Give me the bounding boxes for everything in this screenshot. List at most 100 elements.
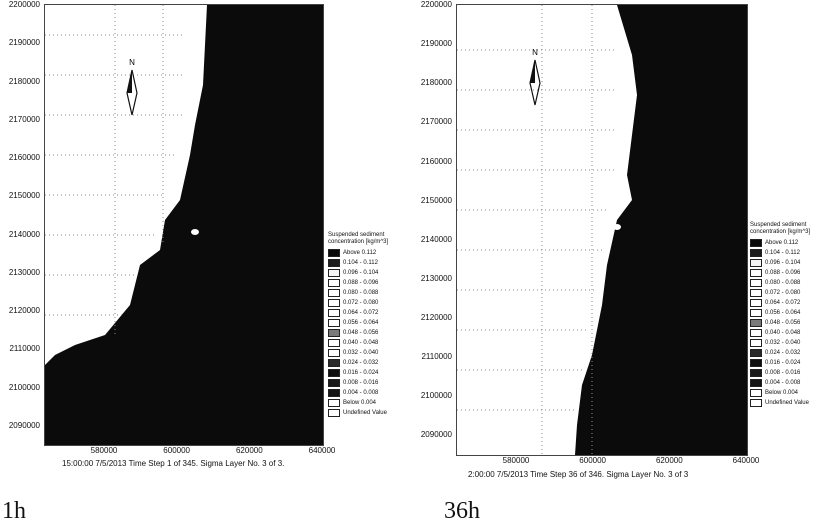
legend-label: 0.096 - 0.104 [765,260,801,266]
legend-item: 0.040 - 0.048 [328,338,398,348]
legend-swatch [750,349,762,357]
footer-text-left: 15:00:00 7/5/2013 Time Step 1 of 345. Si… [62,459,285,468]
legend-swatch [750,329,762,337]
legend-item: 0.056 - 0.064 [328,318,398,328]
time-label-left: 1h [2,498,26,524]
legend-swatch [328,289,340,297]
legend-swatch [328,359,340,367]
legend-item: 0.096 - 0.104 [750,258,820,268]
legend-item: Undefined Value [750,398,820,408]
x-tick-label: 580000 [502,456,530,465]
legend-swatch [750,369,762,377]
legend-item: 0.104 - 0.112 [328,258,398,268]
y-tick-label: 2100000 [8,382,40,392]
legend-swatch [750,319,762,327]
legend-label: Undefined Value [343,410,387,416]
legend-swatch [750,389,762,397]
x-tick-label: 640000 [308,446,336,455]
legend-item: Above 0.112 [750,238,820,248]
legend-label: 0.040 - 0.048 [765,330,801,336]
legend-item: 0.032 - 0.040 [328,348,398,358]
legend-item: 0.072 - 0.080 [328,298,398,308]
legend-item: 0.064 - 0.072 [750,298,820,308]
legend-item: 0.008 - 0.016 [328,378,398,388]
legend-swatch [328,309,340,317]
legend-label: 0.024 - 0.032 [343,360,379,366]
legend-swatch [328,329,340,337]
legend-item: 0.048 - 0.056 [750,318,820,328]
grid-lines-left [45,5,185,335]
legend-label: 0.004 - 0.008 [765,380,801,386]
legend-item: 0.064 - 0.072 [328,308,398,318]
y-tick-label: 2130000 [8,267,40,277]
legend-swatch [750,379,762,387]
legend-label: Below 0.004 [343,400,377,406]
legend-swatch [328,399,340,407]
map-frame-right: N [456,4,748,456]
legend-item: 0.104 - 0.112 [750,248,820,258]
legend-label: 0.004 - 0.008 [343,390,379,396]
y-tick-label: 2130000 [420,273,452,283]
land-mass-left [45,5,323,445]
x-tick-label: 600000 [163,446,190,455]
svg-text:N: N [129,58,135,67]
legend-swatch [328,409,340,417]
legend-label: 0.064 - 0.072 [765,300,801,306]
legend-item: Undefined Value [328,408,398,418]
legend-label: 0.008 - 0.016 [765,370,801,376]
legend-swatch [750,279,762,287]
x-tick-label: 580000 [90,446,118,455]
legend-swatch [328,339,340,347]
y-tick-label: 2190000 [8,38,40,48]
legend-label: Undefined Value [765,400,809,406]
legend-item: 0.040 - 0.048 [750,328,820,338]
legend-swatch [328,299,340,307]
y-tick-label: 2110000 [421,352,452,362]
y-tick-label: 2100000 [420,391,452,401]
legend-label: 0.080 - 0.088 [765,280,801,286]
legend-label: 0.048 - 0.056 [765,320,801,326]
y-tick-label: 2120000 [420,313,452,323]
legend-swatch [750,289,762,297]
y-tick-label: 2150000 [8,191,40,201]
legend-label: 0.056 - 0.064 [765,310,801,316]
legend-swatch [328,389,340,397]
legend-swatch [750,269,762,277]
legend-label: 0.024 - 0.032 [765,350,801,356]
legend-label: 0.032 - 0.040 [765,340,801,346]
legend-item: 0.004 - 0.008 [328,388,398,398]
legend-label: 0.104 - 0.112 [765,250,800,256]
legend-label: 0.064 - 0.072 [343,310,379,316]
footer-text-right: 2:00:00 7/5/2013 Time Step 36 of 346. Si… [468,470,689,479]
legend-label: 0.032 - 0.040 [343,350,379,356]
north-arrow-icon: N [126,58,138,116]
y-tick-label: 2170000 [420,117,452,127]
legend-label: 0.016 - 0.024 [765,360,801,366]
legend-label: 0.080 - 0.088 [343,290,379,296]
legend-item: 0.004 - 0.008 [750,378,820,388]
legend-swatch [750,249,762,257]
y-tick-label: 2200000 [420,0,452,9]
map-svg-right: N [457,5,747,455]
legend-swatch [750,359,762,367]
legend-label: Below 0.004 [765,390,799,396]
legend-label: 0.040 - 0.048 [343,340,379,346]
legend-item: 0.096 - 0.104 [328,268,398,278]
legend-swatch [750,399,762,407]
legend-label: 0.104 - 0.112 [343,260,378,266]
legend-label: 0.048 - 0.056 [343,330,379,336]
y-tick-label: 2150000 [420,195,452,205]
legend-swatch [328,249,340,257]
legend-item: 0.008 - 0.016 [750,368,820,378]
legend-swatch [750,339,762,347]
x-tick-label: 600000 [579,456,606,465]
legend-item: Above 0.112 [328,248,398,258]
legend-label: Above 0.112 [343,250,377,256]
legend-swatch [750,299,762,307]
legend-item: 0.024 - 0.032 [328,358,398,368]
y-tick-label: 2120000 [8,306,40,316]
legend-item: 0.080 - 0.088 [750,278,820,288]
x-tick-label: 620000 [235,446,263,455]
legend-swatch [750,259,762,267]
legend-swatch [328,369,340,377]
